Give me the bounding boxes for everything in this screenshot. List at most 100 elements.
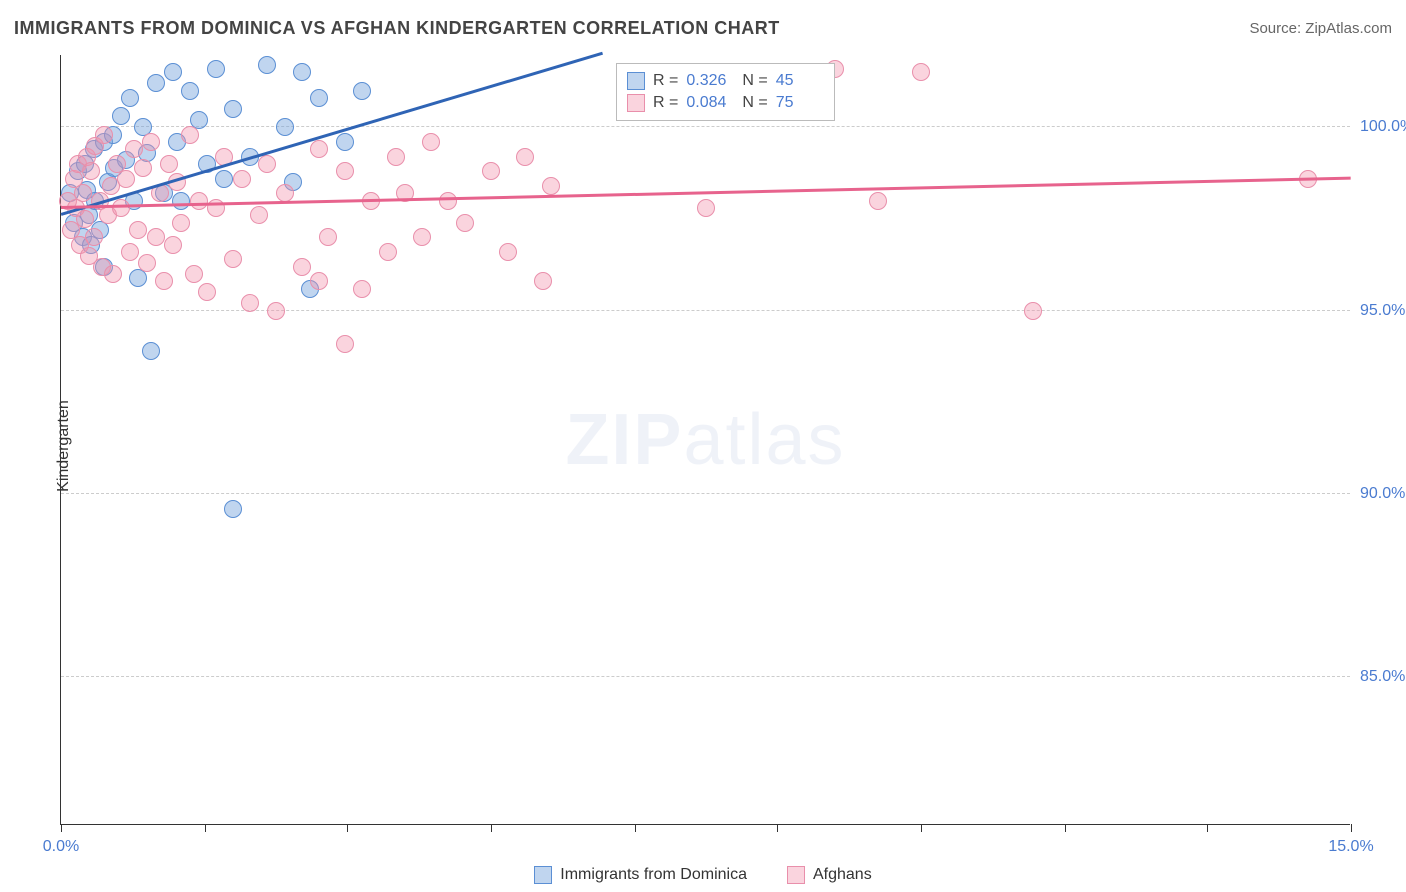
- x-tick: [921, 824, 922, 832]
- r-value: 0.084: [686, 94, 734, 112]
- data-point: [224, 500, 242, 518]
- legend-swatch-pink: [787, 866, 805, 884]
- watermark-bold: ZIP: [565, 400, 683, 480]
- plot-area: ZIPatlas 85.0%90.0%95.0%100.0%0.0%15.0%R…: [60, 55, 1350, 825]
- chart-title: IMMIGRANTS FROM DOMINICA VS AFGHAN KINDE…: [14, 18, 780, 39]
- r-label: R =: [653, 72, 678, 90]
- data-point: [499, 243, 517, 261]
- chart-container: IMMIGRANTS FROM DOMINICA VS AFGHAN KINDE…: [0, 0, 1406, 892]
- data-point: [336, 335, 354, 353]
- data-point: [310, 89, 328, 107]
- data-point: [250, 206, 268, 224]
- legend-swatch-blue: [534, 866, 552, 884]
- data-point: [267, 302, 285, 320]
- correlation-legend: R =0.326N =45R =0.084N =75: [616, 63, 835, 121]
- data-point: [117, 170, 135, 188]
- gridline: [61, 126, 1350, 127]
- correlation-legend-row: R =0.326N =45: [627, 70, 824, 92]
- data-point: [185, 265, 203, 283]
- watermark: ZIPatlas: [565, 399, 845, 481]
- data-point: [155, 272, 173, 290]
- data-point: [258, 155, 276, 173]
- x-tick-label: 0.0%: [43, 838, 79, 856]
- x-tick: [491, 824, 492, 832]
- data-point: [112, 199, 130, 217]
- data-point: [336, 133, 354, 151]
- y-tick-label: 90.0%: [1360, 485, 1406, 503]
- data-point: [869, 192, 887, 210]
- data-point: [138, 254, 156, 272]
- data-point: [142, 133, 160, 151]
- bottom-legend: Immigrants from Dominica Afghans: [0, 866, 1406, 884]
- r-value: 0.326: [686, 72, 734, 90]
- r-label: R =: [653, 94, 678, 112]
- legend-item-dominica: Immigrants from Dominica: [534, 866, 747, 884]
- data-point: [353, 82, 371, 100]
- data-point: [319, 228, 337, 246]
- data-point: [912, 63, 930, 81]
- legend-swatch: [627, 94, 645, 112]
- chart-source: Source: ZipAtlas.com: [1249, 20, 1392, 37]
- data-point: [276, 184, 294, 202]
- gridline: [61, 676, 1350, 677]
- n-value: 45: [776, 72, 824, 90]
- data-point: [482, 162, 500, 180]
- data-point: [1024, 302, 1042, 320]
- data-point: [379, 243, 397, 261]
- data-point: [293, 258, 311, 276]
- data-point: [147, 228, 165, 246]
- data-point: [542, 177, 560, 195]
- n-value: 75: [776, 94, 824, 112]
- data-point: [353, 280, 371, 298]
- data-point: [387, 148, 405, 166]
- data-point: [534, 272, 552, 290]
- x-tick: [1351, 824, 1352, 832]
- x-tick: [1207, 824, 1208, 832]
- data-point: [181, 126, 199, 144]
- x-tick: [347, 824, 348, 832]
- watermark-light: atlas: [683, 400, 845, 480]
- y-tick-label: 85.0%: [1360, 668, 1406, 686]
- data-point: [233, 170, 251, 188]
- data-point: [198, 283, 216, 301]
- data-point: [147, 74, 165, 92]
- data-point: [697, 199, 715, 217]
- data-point: [129, 221, 147, 239]
- data-point: [112, 107, 130, 125]
- data-point: [121, 243, 139, 261]
- gridline: [61, 493, 1350, 494]
- data-point: [422, 133, 440, 151]
- x-tick: [777, 824, 778, 832]
- legend-label-afghans: Afghans: [813, 866, 872, 884]
- data-point: [95, 126, 113, 144]
- data-point: [164, 63, 182, 81]
- data-point: [104, 265, 122, 283]
- data-point: [172, 214, 190, 232]
- data-point: [439, 192, 457, 210]
- data-point: [82, 162, 100, 180]
- data-point: [181, 82, 199, 100]
- data-point: [164, 236, 182, 254]
- data-point: [276, 118, 294, 136]
- legend-item-afghans: Afghans: [787, 866, 872, 884]
- data-point: [125, 140, 143, 158]
- x-tick: [205, 824, 206, 832]
- data-point: [516, 148, 534, 166]
- data-point: [241, 294, 259, 312]
- x-tick-label: 15.0%: [1328, 838, 1373, 856]
- y-tick-label: 95.0%: [1360, 302, 1406, 320]
- y-tick-label: 100.0%: [1360, 118, 1406, 136]
- data-point: [207, 60, 225, 78]
- data-point: [293, 63, 311, 81]
- x-tick: [1065, 824, 1066, 832]
- x-tick: [635, 824, 636, 832]
- data-point: [172, 192, 190, 210]
- data-point: [76, 210, 94, 228]
- data-point: [413, 228, 431, 246]
- n-label: N =: [742, 94, 767, 112]
- data-point: [215, 170, 233, 188]
- data-point: [121, 89, 139, 107]
- data-point: [310, 140, 328, 158]
- data-point: [85, 228, 103, 246]
- data-point: [456, 214, 474, 232]
